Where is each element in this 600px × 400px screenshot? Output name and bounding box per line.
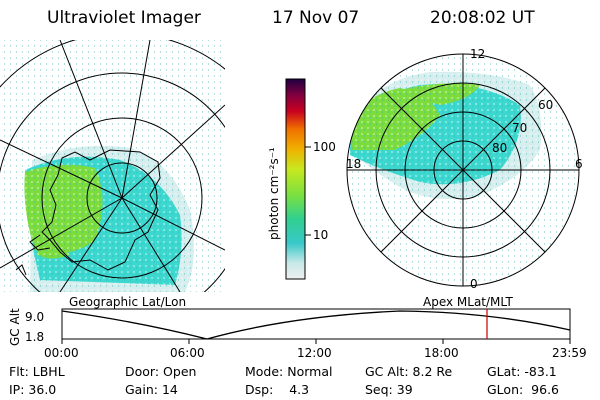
altitude-plot [61,308,571,344]
app-title: Ultraviolet Imager [47,8,201,28]
alt-ylabel: GC Alt [8,308,22,346]
alt-ytick: 1.8 [25,330,45,344]
geographic-map [0,40,225,292]
status-gain: Gain: 14 [125,382,178,397]
magnetic-polar-plot [346,53,580,287]
colorbar-tick-label: 10 [313,228,329,242]
status-gc-alt: GC Alt: 8.2 Re [365,364,453,379]
mlat-label: 80 [492,141,508,155]
lat-circle [0,72,225,292]
mlt-label: 0 [470,277,478,291]
left-panel-caption: Geographic Lat/Lon [69,295,187,309]
coastline [41,149,161,271]
colorbar-unit-label: photon cm⁻²s⁻¹ [267,147,281,240]
lat-circle [41,117,203,279]
time-label: 20:08:02 UT [430,8,535,28]
right-panel-caption: Apex MLat/MLT [423,295,513,309]
status-dsp: Dsp: 4.3 [245,382,310,397]
mlt-label: 6 [575,157,583,171]
status-flt: Flt: LBHL [9,364,65,379]
alt-xtick: 12:00 [297,346,332,360]
alt-xtick: 18:00 [424,346,459,360]
lat-circle [86,162,158,234]
alt-xtick: 00:00 [44,346,79,360]
status-seq: Seq: 39 [365,382,413,397]
colorbar [285,78,306,280]
altitude-curve [61,310,571,340]
status-mode: Mode: Normal [245,364,333,379]
status-ip: IP: 36.0 [9,382,57,397]
status-glat: GLat: -83.1 [487,364,557,379]
colorbar-tick-label: 100 [313,140,336,154]
status-door: Door: Open [125,364,197,379]
mlat-label: 70 [512,121,528,135]
date-label: 17 Nov 07 [272,8,360,28]
status-glon: GLon: 96.6 [487,382,560,397]
mlt-label: 18 [346,157,362,171]
meridians [0,40,225,292]
alt-ytick: 9.0 [25,310,45,324]
alt-xtick: 23:59 [552,346,587,360]
mlat-label: 60 [538,98,554,112]
alt-xtick: 06:00 [170,346,205,360]
mlt-label: 12 [470,47,486,61]
